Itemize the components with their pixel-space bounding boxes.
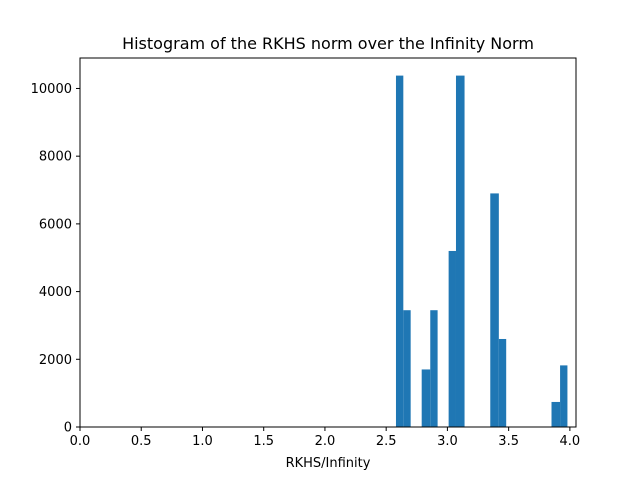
- y-axis-ticks: 0 2000 4000 6000 8000 10000: [31, 82, 80, 436]
- histogram-bar-4: [448, 250, 456, 427]
- histogram-bar-3: [430, 310, 438, 427]
- chart-title: Histogram of the RKHS norm over the Infi…: [122, 34, 534, 53]
- x-tick-label: 4.0: [560, 434, 581, 449]
- x-tick-label: 3.0: [437, 434, 458, 449]
- bars-group: [395, 75, 568, 427]
- x-axis-ticks: 0.0 0.5 1.0 1.5 2.0 2.5 3.0 3.5 4.0: [70, 427, 581, 449]
- plot-frame: [79, 57, 577, 428]
- y-tick-label: 0: [64, 421, 72, 436]
- y-tick-label: 4000: [39, 285, 72, 300]
- histogram-bar-5: [455, 75, 465, 427]
- histogram-bar-1: [403, 310, 411, 427]
- x-tick-label: 0.0: [70, 434, 91, 449]
- y-tick-label: 8000: [39, 150, 72, 165]
- x-tick-label: 2.5: [376, 434, 397, 449]
- y-tick-label: 6000: [39, 217, 72, 232]
- y-tick-label: 2000: [39, 353, 72, 368]
- histogram-bar-9: [560, 365, 568, 427]
- histogram-bar-0: [395, 75, 404, 427]
- x-axis-label: RKHS/Infinity: [286, 456, 371, 471]
- x-tick-label: 3.5: [498, 434, 519, 449]
- histogram-bar-6: [490, 193, 499, 427]
- histogram-bar-2: [421, 369, 431, 427]
- x-tick-label: 2.0: [315, 434, 336, 449]
- x-tick-label: 0.5: [131, 434, 152, 449]
- histogram-bar-7: [498, 338, 507, 427]
- x-tick-label: 1.0: [192, 434, 213, 449]
- y-tick-label: 10000: [31, 82, 72, 97]
- histogram-bar-8: [551, 401, 561, 427]
- x-tick-label: 1.5: [253, 434, 274, 449]
